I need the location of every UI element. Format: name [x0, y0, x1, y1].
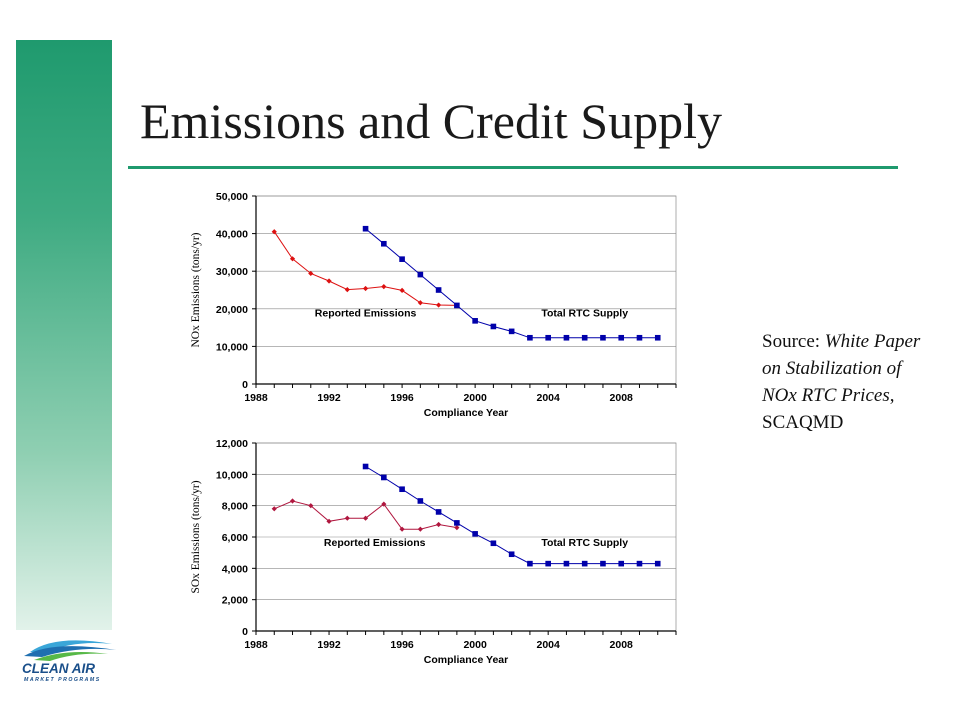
source-note: Source: White Paper on Stabilization of …: [762, 328, 922, 436]
sox-emissions-chart: 0 2,000 4,000 6,000 8,000 10,000 12,000 1988 199…: [185, 430, 695, 680]
x-tick-label: 1992: [317, 392, 341, 404]
data-point: [362, 285, 369, 292]
data-point: [654, 334, 661, 341]
sox-chart-svg: 0 2,000 4,000 6,000 8,000 10,000 12,000 1988 199…: [190, 438, 677, 666]
data-point: [436, 521, 442, 528]
y-tick-label: 4,000: [222, 563, 248, 575]
x-tick-label: 2008: [610, 392, 634, 404]
x-tick-label: 1992: [317, 639, 341, 651]
y-tick-label: 50,000: [216, 191, 248, 203]
data-point: [508, 551, 515, 558]
source-prefix: Source:: [762, 331, 825, 352]
data-point: [435, 509, 442, 515]
data-point: [271, 229, 277, 235]
data-point: [545, 560, 551, 567]
data-point: [436, 302, 442, 308]
data-point: [435, 287, 442, 293]
side-accent-bar: [16, 40, 112, 630]
x-tick-label: 2000: [463, 639, 487, 651]
series-label: Total RTC Supply: [541, 307, 628, 319]
logo-line1: CLEAN AIR: [22, 661, 95, 676]
y-tick-label: 30,000: [216, 266, 248, 278]
data-point: [618, 334, 625, 341]
data-point: [636, 560, 643, 567]
series-label: Total RTC Supply: [541, 537, 628, 549]
nox-chart-svg: 0 10,000 20,000 30,000 40,000 50,000 1988 1992 1…: [190, 191, 677, 419]
x-tick-label: 2008: [610, 639, 634, 651]
y-axis-label: SOx Emissions (tons/yr): [190, 480, 202, 593]
data-point: [490, 540, 497, 547]
data-point: [654, 560, 661, 567]
data-point: [399, 256, 405, 262]
y-tick-label: 2,000: [222, 595, 248, 607]
data-point: [563, 560, 570, 567]
y-tick-label: 8,000: [222, 501, 248, 513]
x-tick-label: 1988: [244, 392, 268, 404]
plot-area: [255, 195, 677, 385]
x-tick-label: 1996: [390, 639, 414, 651]
source-document-title: White Paper on Stabilization of NOx RTC …: [762, 331, 921, 406]
x-axis-label: Compliance Year: [424, 654, 508, 666]
data-point: [417, 271, 424, 278]
data-point: [581, 560, 588, 567]
y-tick-label: 10,000: [216, 469, 248, 481]
data-point: [508, 328, 515, 335]
data-point: [545, 334, 551, 341]
y-tick-label: 10,000: [216, 341, 248, 353]
data-point: [399, 486, 405, 493]
series-label: Reported Emissions: [315, 307, 417, 319]
x-tick-label: 1996: [390, 392, 414, 404]
clean-air-logo: CLEAN AIR MARKET PROGRAMS: [16, 636, 126, 684]
x-tick-label: 1988: [244, 639, 268, 651]
data-point: [381, 240, 387, 247]
x-tick-label: 2000: [463, 392, 487, 404]
data-point: [417, 498, 424, 504]
data-point: [600, 560, 606, 567]
x-axis-label: Compliance Year: [424, 407, 508, 419]
data-point: [563, 334, 570, 341]
clean-air-wave-logo-icon: CLEAN AIR MARKET PROGRAMS: [22, 640, 116, 683]
y-tick-label: 0: [242, 626, 248, 638]
y-tick-label: 12,000: [216, 438, 248, 450]
y-axis-label: NOx Emissions (tons/yr): [190, 232, 202, 347]
nox-emissions-chart: 0 10,000 20,000 30,000 40,000 50,000 1988 1992 1…: [185, 183, 695, 433]
y-tick-label: 0: [242, 379, 248, 391]
data-point: [618, 560, 625, 567]
data-point: [581, 334, 588, 341]
logo-line2: MARKET PROGRAMS: [24, 677, 101, 683]
source-org: , SCAQMD: [762, 385, 895, 433]
x-tick-label: 2004: [536, 639, 560, 651]
data-point: [362, 463, 369, 470]
data-point: [381, 474, 387, 481]
x-tick-label: 2004: [536, 392, 560, 404]
data-point: [454, 520, 460, 526]
data-point: [362, 225, 369, 232]
data-point: [472, 531, 478, 537]
title-underline: [128, 166, 898, 169]
data-point: [417, 300, 423, 306]
data-point: [490, 323, 497, 330]
data-point: [600, 334, 606, 341]
data-point: [527, 334, 533, 341]
y-tick-label: 40,000: [216, 229, 248, 241]
data-point: [454, 302, 460, 309]
y-tick-label: 20,000: [216, 304, 248, 316]
series-label: Reported Emissions: [324, 537, 426, 549]
y-tick-label: 6,000: [222, 532, 248, 544]
data-point: [636, 334, 643, 341]
data-point: [527, 560, 533, 567]
slide-title: Emissions and Credit Supply: [140, 93, 722, 149]
data-point: [472, 318, 478, 324]
